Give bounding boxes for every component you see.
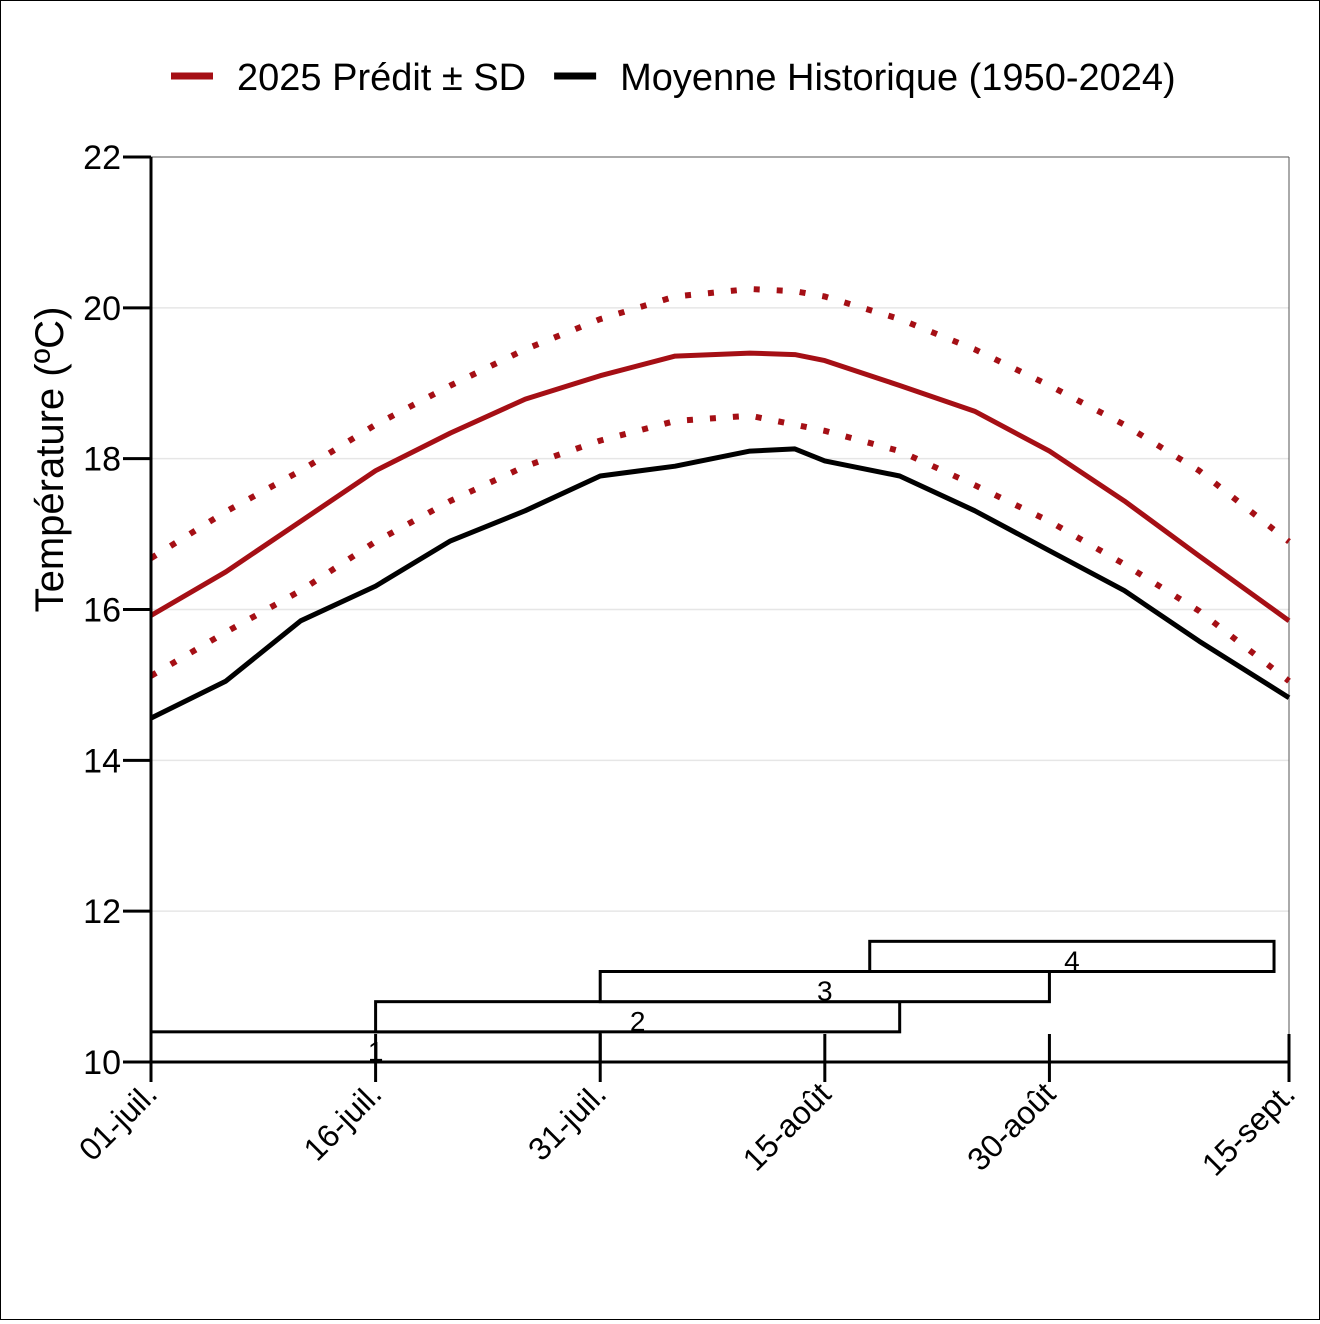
sd-band-line [149,412,1291,684]
y-tick-label: 12 [83,893,121,931]
y-tick-label: 18 [83,441,121,479]
y-tick-label: 16 [83,592,121,630]
x-tick-label: 01-juil. [72,1075,164,1167]
series-line [149,446,1291,721]
x-tick-label: 16-juil. [296,1075,388,1167]
x-tick-label: 15-sept. [1195,1075,1302,1182]
x-tick-label: 31-juil. [521,1075,613,1167]
period-box [598,970,1051,1004]
legend-label: Moyenne Historique (1950-2024) [620,57,1176,99]
period-label: 4 [1064,946,1080,977]
y-tick-label: 20 [83,290,121,328]
period-box [868,939,1276,973]
series-line [149,350,1291,623]
x-tick-label: 30-août [960,1075,1062,1177]
y-tick-label: 14 [83,742,121,780]
period-box [374,1000,902,1034]
sd-band-line [149,286,1291,561]
legend-label: 2025 Prédit ± SD [237,57,526,99]
y-tick-label: 10 [83,1044,121,1082]
x-tick-label: 15-août [736,1075,838,1177]
period-label: 2 [630,1006,646,1037]
period-label: 3 [817,976,833,1007]
y-axis-label: Température (ºC) [28,307,72,613]
y-tick-label: 22 [83,139,121,177]
